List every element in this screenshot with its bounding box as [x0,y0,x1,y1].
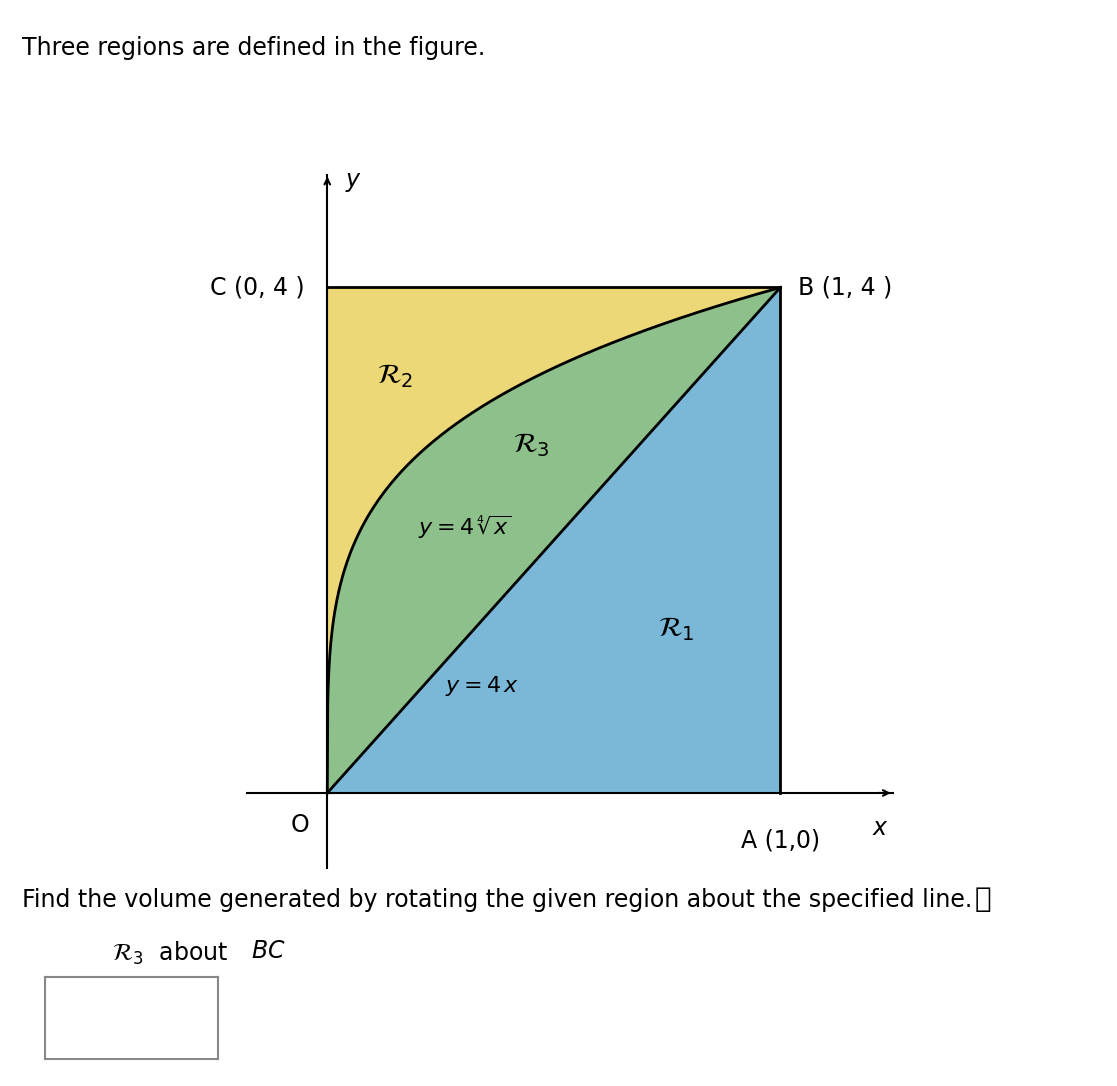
Text: Find the volume generated by rotating the given region about the specified line.: Find the volume generated by rotating th… [22,888,973,912]
Text: $\mathcal{R}_3$  about: $\mathcal{R}_3$ about [112,939,229,967]
Text: y: y [345,168,360,192]
Text: Three regions are defined in the figure.: Three regions are defined in the figure. [22,36,486,60]
Text: x: x [873,817,887,841]
Text: C (0, 4 ): C (0, 4 ) [210,276,305,300]
Polygon shape [327,288,781,793]
Text: $y = 4\,x$: $y = 4\,x$ [445,673,519,697]
Text: B (1, 4 ): B (1, 4 ) [799,276,892,300]
Text: $\mathcal{R}_1$: $\mathcal{R}_1$ [658,615,695,643]
Text: ⓘ: ⓘ [975,885,991,913]
Polygon shape [327,288,781,793]
Text: $y = 4\,\sqrt[4]{x}$: $y = 4\,\sqrt[4]{x}$ [418,514,512,541]
Text: O: O [290,812,309,836]
Polygon shape [327,288,781,793]
Text: A (1,0): A (1,0) [741,829,820,853]
Text: $\mathit{BC}$: $\mathit{BC}$ [251,939,286,963]
Text: $\mathcal{R}_2$: $\mathcal{R}_2$ [378,362,413,390]
Text: $\mathcal{R}_3$: $\mathcal{R}_3$ [513,431,550,459]
